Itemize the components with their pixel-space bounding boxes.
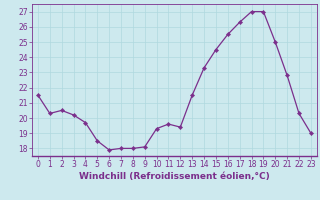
X-axis label: Windchill (Refroidissement éolien,°C): Windchill (Refroidissement éolien,°C) xyxy=(79,172,270,181)
